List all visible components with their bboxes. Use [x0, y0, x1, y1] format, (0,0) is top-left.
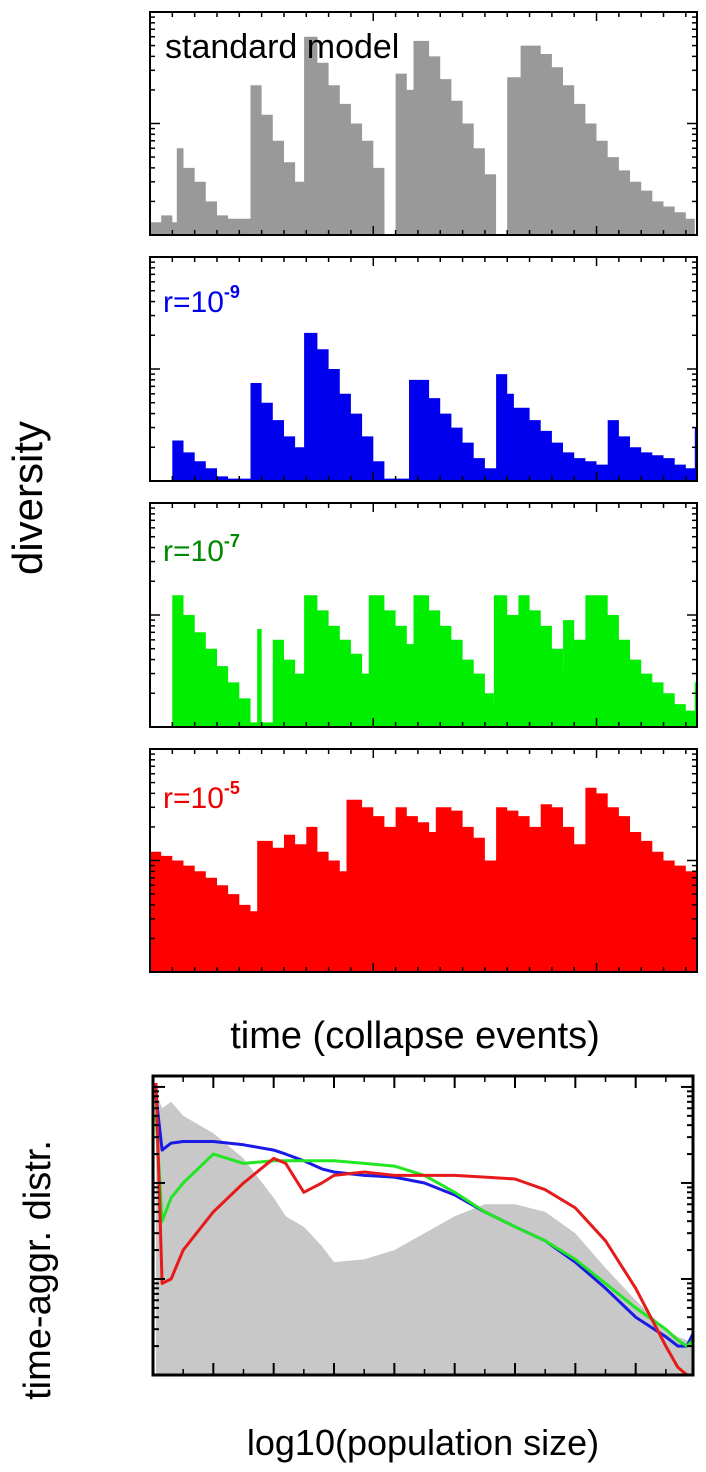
distribution-panel [151, 1074, 695, 1377]
panel-standard-model: standard model [149, 11, 698, 236]
time-axis-label: time (collapse events) [230, 1015, 600, 1057]
distribution-line-3 [154, 1082, 693, 1377]
panel-label-exponent: -7 [224, 531, 240, 551]
distribution-line-1 [154, 1096, 695, 1348]
panel-label-base: r=10 [163, 286, 224, 319]
panel-label: r=10-7 [163, 531, 240, 568]
diversity-area [150, 595, 697, 727]
diversity-area [150, 332, 697, 481]
panel-label-base: r=10 [163, 535, 224, 568]
panel-label: standard model [165, 28, 399, 66]
standard-model-area [156, 1091, 693, 1375]
panel-label-base: r=10 [163, 782, 224, 815]
population-axis-label: log10(population size) [247, 1422, 599, 1463]
diversity-area [150, 787, 697, 972]
panel-label: r=10-5 [163, 778, 240, 815]
panel-r-1e-9: r=10-9 [149, 256, 698, 482]
distribution-axis-label: time-aggr. distr. [17, 1140, 59, 1400]
distribution-line-2 [154, 1115, 695, 1348]
panel-label-base: standard model [165, 28, 399, 66]
panel-label-exponent: -9 [224, 282, 240, 302]
plot-frame [151, 1074, 695, 1377]
panel-label: r=10-9 [163, 282, 240, 319]
diversity-area [150, 36, 695, 236]
panel-r-1e-7: r=10-7 [149, 502, 698, 728]
panel-r-1e-5: r=10-5 [149, 748, 698, 973]
panel-label-exponent: -5 [224, 778, 240, 798]
diversity-axis-label: diversity [4, 421, 51, 575]
